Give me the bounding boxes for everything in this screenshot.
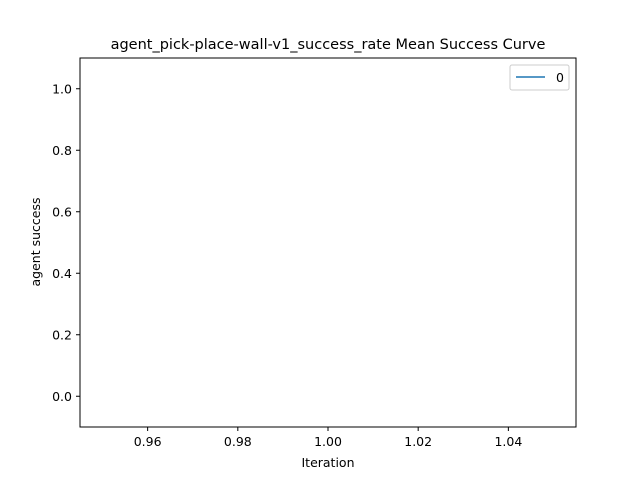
x-tick-label: 0.98 <box>224 434 252 449</box>
chart-title: agent_pick-place-wall-v1_success_rate Me… <box>111 37 546 53</box>
y-tick-label: 0.2 <box>52 327 72 342</box>
plot-area <box>80 58 576 427</box>
x-tick-label: 1.00 <box>314 434 342 449</box>
y-tick-label: 0.4 <box>52 266 72 281</box>
y-tick-label: 1.0 <box>52 81 72 96</box>
y-axis-label: agent success <box>28 198 43 287</box>
y-tick-label: 0.0 <box>52 389 72 404</box>
x-tick-label: 0.96 <box>134 434 162 449</box>
y-tick-label: 0.8 <box>52 143 72 158</box>
legend: 0 <box>509 64 570 91</box>
x-tick-label: 1.04 <box>494 434 522 449</box>
legend-series-label: 0 <box>556 70 564 85</box>
x-axis-ticks: 0.96 0.98 1.00 1.02 1.04 <box>134 427 522 449</box>
plot-frame <box>79 57 577 428</box>
x-tick-label: 1.02 <box>404 434 432 449</box>
y-tick-label: 0.6 <box>52 204 72 219</box>
x-axis-label: Iteration <box>301 455 354 470</box>
y-axis-ticks: 0.0 0.2 0.4 0.6 0.8 1.0 <box>52 81 80 404</box>
